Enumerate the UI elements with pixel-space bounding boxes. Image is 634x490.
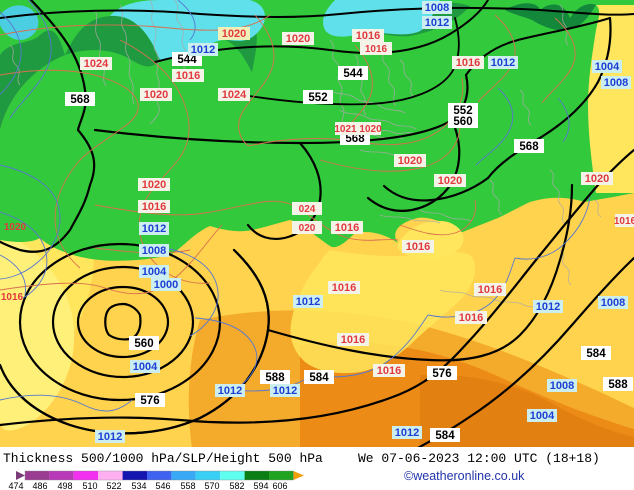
svg-text:594: 594	[253, 481, 268, 490]
svg-text:1020: 1020	[144, 89, 168, 101]
svg-text:510: 510	[82, 481, 97, 490]
svg-text:024: 024	[299, 204, 316, 215]
svg-text:1008: 1008	[604, 77, 628, 89]
svg-text:584: 584	[586, 348, 606, 360]
svg-text:1016: 1016	[341, 334, 365, 346]
svg-text:1012: 1012	[218, 385, 242, 397]
svg-text:1020: 1020	[4, 222, 27, 233]
svg-text:1004: 1004	[133, 361, 158, 373]
svg-text:1004: 1004	[142, 266, 167, 278]
svg-text:1008: 1008	[425, 2, 449, 14]
svg-text:588: 588	[265, 372, 285, 384]
svg-text:1012: 1012	[425, 17, 449, 29]
svg-text:1016: 1016	[456, 57, 480, 69]
svg-text:1012: 1012	[536, 301, 560, 313]
svg-text:498: 498	[57, 481, 72, 490]
svg-text:1000: 1000	[154, 279, 178, 291]
svg-text:1020: 1020	[398, 155, 422, 167]
svg-text:1016: 1016	[478, 284, 502, 296]
svg-text:486: 486	[32, 481, 47, 490]
svg-text:1020: 1020	[585, 173, 609, 185]
svg-text:1016: 1016	[614, 216, 634, 227]
svg-text:1004: 1004	[595, 61, 620, 73]
svg-text:1012: 1012	[395, 427, 419, 439]
svg-text:1012: 1012	[191, 44, 215, 56]
svg-text:560: 560	[134, 338, 153, 350]
svg-text:1020: 1020	[438, 175, 462, 187]
svg-text:1012: 1012	[491, 57, 515, 69]
svg-text:534: 534	[131, 481, 146, 490]
svg-text:1004: 1004	[530, 410, 555, 422]
svg-text:552: 552	[308, 92, 327, 104]
svg-text:1016: 1016	[356, 30, 380, 42]
svg-text:020: 020	[299, 223, 316, 234]
svg-text:1008: 1008	[601, 297, 625, 309]
svg-text:522: 522	[106, 481, 121, 490]
svg-text:1012: 1012	[273, 385, 297, 397]
svg-text:1020: 1020	[286, 33, 310, 45]
svg-text:1016: 1016	[365, 44, 388, 55]
svg-text:568: 568	[70, 94, 90, 106]
svg-text:1024: 1024	[222, 89, 247, 101]
svg-text:560: 560	[453, 116, 472, 128]
svg-text:584: 584	[309, 372, 329, 384]
svg-text:1008: 1008	[550, 380, 574, 392]
svg-text:606: 606	[272, 481, 287, 490]
svg-text:570: 570	[204, 481, 219, 490]
svg-text:1016: 1016	[332, 282, 356, 294]
svg-text:584: 584	[435, 430, 455, 442]
svg-text:We 07-06-2023 12:00 UTC (18+18: We 07-06-2023 12:00 UTC (18+18)	[358, 451, 600, 466]
svg-text:1016: 1016	[335, 222, 359, 234]
svg-text:1016: 1016	[377, 365, 401, 377]
svg-text:544: 544	[343, 68, 363, 80]
svg-text:576: 576	[140, 395, 159, 407]
svg-text:1012: 1012	[142, 223, 166, 235]
svg-text:1016: 1016	[459, 312, 483, 324]
svg-text:1008: 1008	[142, 245, 166, 257]
svg-text:Thickness 500/1000 hPa/SLP/Hei: Thickness 500/1000 hPa/SLP/Height 500 hP…	[3, 451, 323, 466]
svg-text:568: 568	[519, 141, 539, 153]
svg-text:©weatheronline.co.uk: ©weatheronline.co.uk	[404, 469, 525, 483]
svg-text:1016: 1016	[1, 292, 24, 303]
svg-text:1016: 1016	[406, 241, 430, 253]
svg-text:1021 1020: 1021 1020	[334, 124, 382, 135]
svg-text:1016: 1016	[176, 70, 200, 82]
svg-text:558: 558	[180, 481, 195, 490]
svg-text:1012: 1012	[98, 431, 122, 443]
svg-text:588: 588	[608, 379, 628, 391]
svg-text:546: 546	[155, 481, 170, 490]
svg-text:1024: 1024	[84, 58, 109, 70]
svg-text:582: 582	[229, 481, 244, 490]
svg-text:1020: 1020	[222, 28, 246, 40]
svg-text:1012: 1012	[296, 296, 320, 308]
svg-text:474: 474	[8, 481, 23, 490]
